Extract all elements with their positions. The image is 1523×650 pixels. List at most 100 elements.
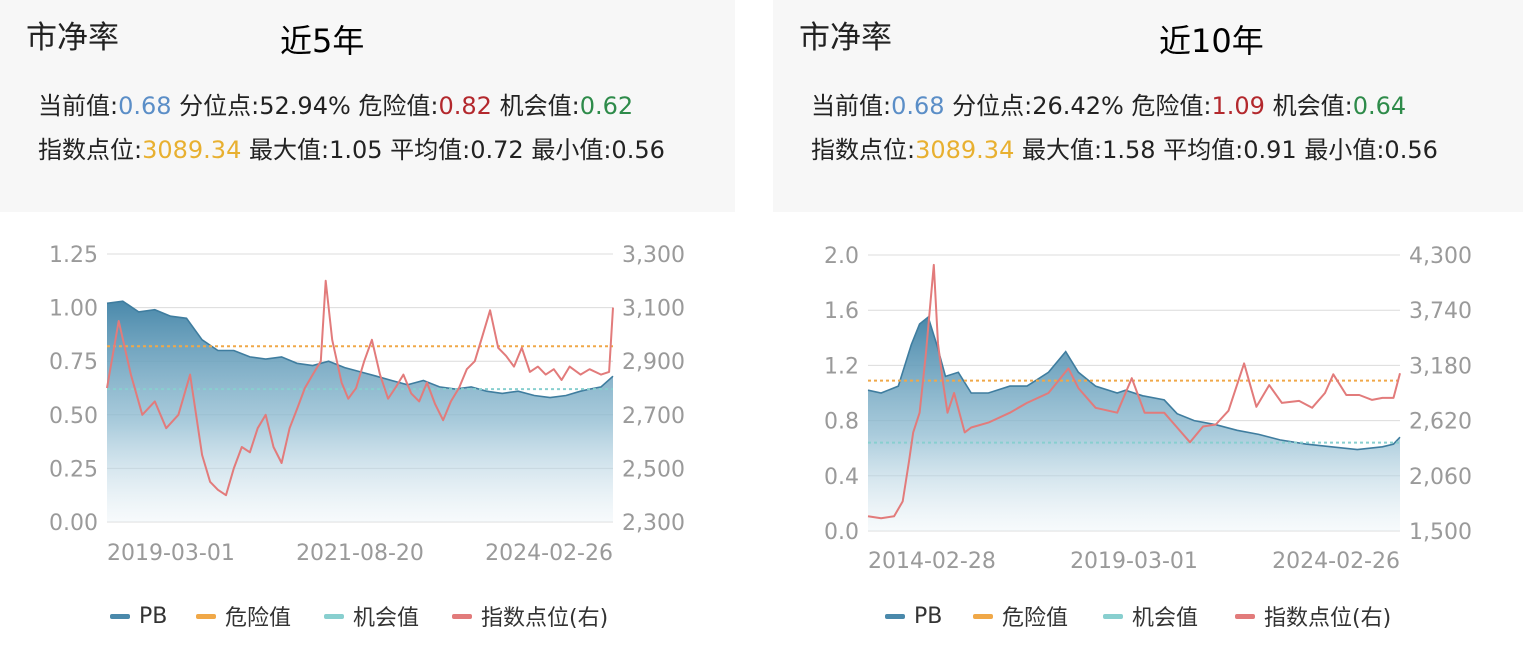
pb-line [867, 315, 1401, 451]
max-label: 最大值: [248, 136, 330, 164]
y-right-tick-label: 2,300 [622, 511, 685, 536]
index-value: 3089.34 [142, 136, 242, 164]
y-right-tick-label: 2,900 [622, 350, 685, 375]
avg-label: 平均值: [1163, 136, 1244, 164]
legend-marker [196, 613, 216, 619]
chart-legend: PB 危险值 机会值 指数点位(右) [773, 596, 1523, 636]
y-left-tick-label: 0.8 [824, 410, 859, 435]
legend-label: PB [139, 603, 168, 629]
pb-line [106, 300, 614, 399]
x-tick-label: 2019-03-01 [107, 541, 235, 566]
y-right-tick-label: 3,300 [622, 243, 685, 268]
legend-marker [324, 613, 344, 619]
max-label: 最大值: [1021, 136, 1103, 164]
legend-marker [1103, 613, 1123, 619]
stats-line-1: 当前值:0.68 分位点:26.42% 危险值:1.09 机会值:0.64 [811, 86, 1406, 121]
legend-item-pb[interactable]: PB [110, 596, 167, 636]
legend-marker [110, 613, 130, 619]
min-label: 最小值: [1304, 136, 1385, 164]
legend-label: 指数点位(右) [1264, 606, 1392, 631]
y-left-tick-label: 2.0 [824, 244, 859, 269]
y-left-tick-label: 1.6 [824, 299, 859, 324]
y-right-tick-label: 2,060 [1409, 465, 1472, 490]
percentile-value: 26.42% [1032, 92, 1124, 120]
legend-item-opportunity[interactable]: 机会值 [324, 596, 419, 636]
legend-item-danger[interactable]: 危险值 [196, 596, 291, 636]
y-left-tick-label: 0.00 [49, 511, 98, 536]
legend-item-index[interactable]: 指数点位(右) [1235, 596, 1391, 636]
max-value: 1.58 [1102, 136, 1156, 164]
percentile-label: 分位点: [179, 92, 260, 120]
y-right-tick-label: 2,620 [1409, 410, 1472, 435]
y-right-tick-label: 2,700 [622, 404, 685, 429]
legend-label: 危险值 [1002, 606, 1069, 631]
y-right-tick-label: 4,300 [1409, 244, 1472, 269]
current-value: 0.68 [118, 92, 172, 120]
y-right-tick-label: 2,500 [622, 457, 685, 482]
pb-chart-10y: 0.0 1,500 0.4 2,060 0.8 2,620 1.2 3,180 1.6 3,740… [824, 244, 1472, 574]
pb-area [868, 317, 1400, 531]
index-line [867, 263, 1401, 520]
pb-panel-5y: 市净率 近5年 当前值:0.68 分位点:52.94% 危险值:0.82 机会值… [0, 0, 735, 650]
stats-line-2: 指数点位:3089.34 最大值:1.05 平均值:0.72 最小值:0.56 [38, 130, 665, 165]
y-right-tick-label: 3,100 [622, 297, 685, 322]
chart-legend: PB 危险值 机会值 指数点位(右) [0, 596, 735, 636]
y-right-tick-label: 1,500 [1409, 520, 1472, 545]
x-tick-label: 2014-02-28 [868, 549, 996, 574]
index-line [106, 279, 614, 497]
min-value: 0.56 [611, 136, 665, 164]
y-left-tick-label: 0.25 [49, 457, 98, 482]
percentile-value: 52.94% [259, 92, 351, 120]
legend-marker [885, 613, 905, 619]
danger-label: 危险值: [1131, 92, 1212, 120]
y-left-tick-label: 0.0 [824, 520, 859, 545]
current-label: 当前值: [811, 92, 892, 120]
opportunity-value: 0.64 [1352, 92, 1407, 120]
legend-item-pb[interactable]: PB [885, 596, 942, 636]
current-label: 当前值: [38, 92, 119, 120]
y-left-tick-label: 0.4 [824, 465, 859, 490]
x-tick-label: 2021-08-20 [296, 541, 424, 566]
legend-item-index[interactable]: 指数点位(右) [452, 596, 608, 636]
x-tick-label: 2019-03-01 [1070, 549, 1198, 574]
period-title: 近5年 [280, 22, 365, 60]
legend-label: 机会值 [353, 606, 420, 631]
y-left-tick-label: 1.00 [49, 297, 98, 322]
x-tick-label: 2024-02-26 [1272, 549, 1400, 574]
y-left-tick-label: 0.75 [49, 350, 98, 375]
legend-marker [1235, 613, 1255, 619]
avg-value: 0.91 [1243, 136, 1297, 164]
panel-title: 市净率 [26, 20, 119, 56]
panel-title: 市净率 [799, 20, 892, 56]
legend-label: 危险值 [225, 606, 292, 631]
stats-line-2: 指数点位:3089.34 最大值:1.58 平均值:0.91 最小值:0.56 [811, 130, 1438, 165]
opportunity-value: 0.62 [579, 92, 634, 120]
stats-line-1: 当前值:0.68 分位点:52.94% 危险值:0.82 机会值:0.62 [38, 86, 633, 121]
min-label: 最小值: [531, 136, 612, 164]
danger-value: 1.09 [1211, 92, 1265, 120]
pb-panel-10y: 市净率 近10年 当前值:0.68 分位点:26.42% 危险值:1.09 机会… [773, 0, 1523, 650]
danger-value: 0.82 [438, 92, 492, 120]
y-left-tick-label: 0.50 [49, 404, 98, 429]
panel-header [0, 0, 735, 212]
legend-marker [973, 613, 993, 619]
legend-label: 指数点位(右) [481, 606, 609, 631]
x-tick-label: 2024-02-26 [485, 541, 613, 566]
legend-item-opportunity[interactable]: 机会值 [1103, 596, 1198, 636]
legend-item-danger[interactable]: 危险值 [973, 596, 1068, 636]
max-value: 1.05 [329, 136, 383, 164]
y-left-tick-label: 1.2 [824, 354, 859, 379]
legend-marker [452, 613, 472, 619]
y-right-tick-label: 3,180 [1409, 354, 1472, 379]
index-value: 3089.34 [915, 136, 1015, 164]
opportunity-label: 机会值: [499, 92, 580, 120]
panel-header [773, 0, 1523, 212]
min-value: 0.56 [1384, 136, 1438, 164]
current-value: 0.68 [891, 92, 945, 120]
avg-label: 平均值: [390, 136, 471, 164]
index-label: 指数点位: [38, 136, 143, 164]
legend-label: PB [914, 603, 943, 629]
legend-label: 机会值 [1132, 606, 1199, 631]
avg-value: 0.72 [470, 136, 524, 164]
pb-area [107, 301, 613, 522]
